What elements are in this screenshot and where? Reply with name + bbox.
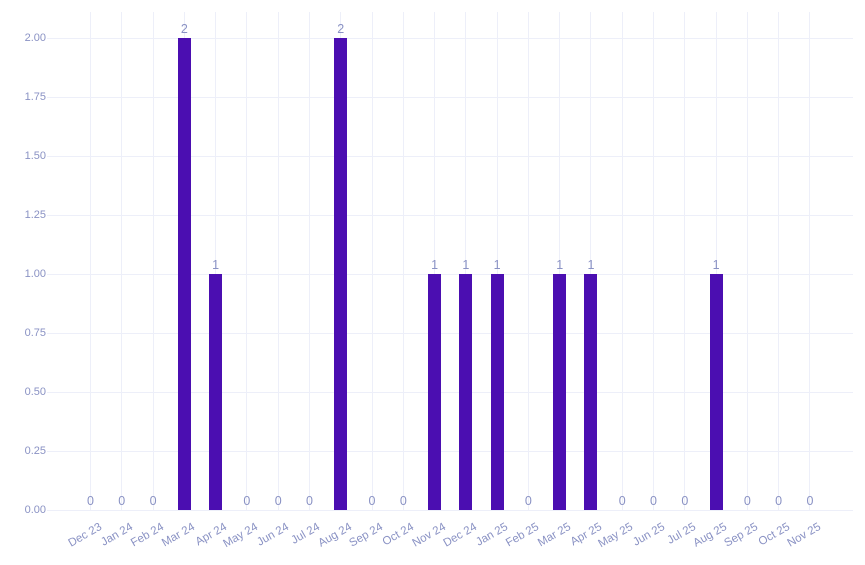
vertical-gridline: [559, 12, 561, 510]
bar-value-label-aug-24: 2: [337, 22, 345, 36]
vertical-gridline: [308, 12, 310, 510]
bar-value-label-mar-25: 1: [556, 258, 564, 272]
y-axis-tick-label: 0.00: [24, 504, 46, 516]
bar-value-label-apr-25: 1: [587, 258, 595, 272]
bar-value-label-may-25: 0: [618, 494, 626, 508]
y-axis-tick-label: 0.50: [24, 386, 46, 398]
bar-value-label-sep-25: 0: [743, 494, 751, 508]
vertical-gridline: [277, 12, 279, 510]
bar-value-label-jul-25: 0: [681, 494, 689, 508]
y-axis-tick-label: 1.75: [24, 91, 46, 103]
bar-value-label-feb-25: 0: [524, 494, 532, 508]
vertical-gridline: [465, 12, 467, 510]
vertical-gridline: [653, 12, 655, 510]
horizontal-gridline: [47, 96, 853, 98]
bar-value-label-jun-24: 0: [274, 494, 282, 508]
vertical-gridline: [590, 12, 592, 510]
bar-value-label-aug-25: 1: [712, 258, 720, 272]
y-axis-tick-label: 1.00: [24, 268, 46, 280]
bar-value-label-nov-24: 1: [431, 258, 439, 272]
bar-aug-24[interactable]: [334, 38, 348, 510]
vertical-gridline: [90, 12, 91, 510]
horizontal-gridline: [47, 450, 853, 452]
vertical-gridline: [121, 12, 123, 510]
bar-apr-25[interactable]: [584, 274, 598, 510]
bar-value-label-apr-24: 1: [212, 258, 220, 272]
bar-mar-24[interactable]: [177, 38, 191, 510]
vertical-gridline: [621, 12, 623, 510]
vertical-gridline: [246, 12, 248, 510]
y-axis-tick-label: 2.00: [24, 32, 46, 44]
vertical-gridline: [809, 12, 811, 510]
vertical-gridline: [371, 12, 373, 510]
bar-mar-25[interactable]: [553, 274, 567, 510]
y-axis-tick-label: 0.75: [24, 327, 46, 339]
bar-value-label-jun-25: 0: [650, 494, 657, 508]
horizontal-gridline: [47, 273, 853, 275]
vertical-gridline: [715, 12, 717, 510]
bar-value-label-dec-23: 0: [87, 494, 94, 508]
vertical-gridline: [434, 12, 436, 510]
bar-nov-24[interactable]: [428, 274, 442, 510]
bar-dec-24[interactable]: [459, 274, 473, 510]
vertical-gridline: [215, 12, 217, 510]
vertical-gridline: [778, 12, 780, 510]
bar-apr-24[interactable]: [209, 274, 223, 510]
bar-value-label-may-24: 0: [243, 494, 251, 508]
y-axis-tick-label: 0.25: [24, 445, 46, 457]
bar-aug-25[interactable]: [709, 274, 723, 510]
bar-value-label-feb-24: 0: [149, 494, 157, 508]
vertical-gridline: [746, 12, 748, 510]
bar-value-label-jan-25: 1: [493, 258, 501, 272]
bar-value-label-oct-25: 0: [775, 494, 783, 508]
bar-value-label-jan-24: 0: [118, 494, 126, 508]
vertical-gridline: [152, 12, 154, 510]
bar-value-label-jul-24: 0: [305, 494, 313, 508]
bar-jan-25[interactable]: [490, 274, 504, 510]
horizontal-gridline: [47, 391, 853, 393]
horizontal-gridline: [47, 214, 853, 216]
bar-value-label-sep-24: 0: [368, 494, 376, 508]
bar-value-label-dec-24: 1: [462, 258, 470, 272]
horizontal-gridline: [47, 155, 853, 157]
y-axis-tick-label: 1.50: [24, 150, 46, 162]
horizontal-gridline: [47, 37, 853, 39]
bar-value-label-nov-25: 0: [806, 494, 814, 508]
bar-value-label-oct-24: 0: [399, 494, 407, 508]
vertical-gridline: [527, 12, 529, 510]
vertical-gridline: [402, 12, 404, 510]
bar-value-label-mar-24: 2: [180, 22, 188, 36]
vertical-gridline: [684, 12, 686, 510]
y-axis-tick-label: 1.25: [24, 209, 46, 221]
horizontal-gridline: [47, 332, 853, 334]
horizontal-gridline: [47, 509, 853, 511]
vertical-gridline: [496, 12, 498, 510]
